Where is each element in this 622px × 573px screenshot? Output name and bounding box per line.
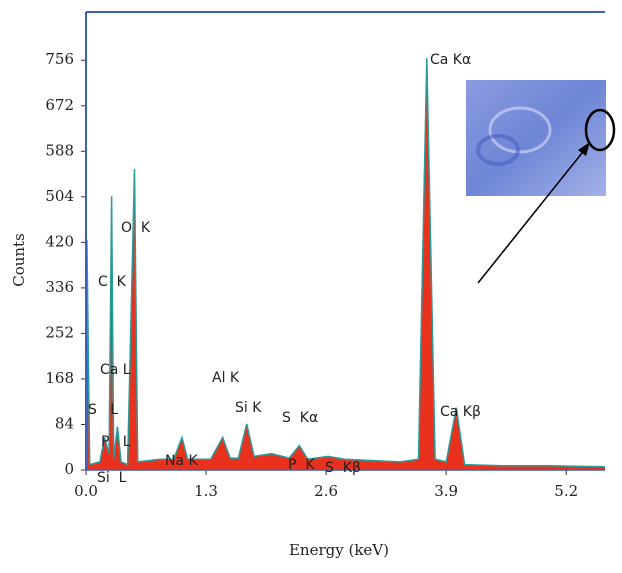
y-tick-label: 504 bbox=[45, 187, 74, 205]
peak-label: S Kβ bbox=[325, 460, 361, 476]
peak-label: Si L bbox=[97, 470, 127, 486]
y-axis-title: Counts bbox=[10, 233, 28, 287]
peak-label: P K bbox=[288, 457, 315, 473]
y-tick-label: 756 bbox=[45, 50, 74, 68]
x-tick-label: 0.0 bbox=[74, 482, 98, 500]
y-tick-label: 672 bbox=[45, 96, 74, 114]
peak-label: Ca Kα bbox=[430, 52, 471, 68]
peak-label: Na K bbox=[165, 453, 199, 469]
x-tick-label: 5.2 bbox=[554, 482, 578, 500]
x-tick-label: 2.6 bbox=[314, 482, 338, 500]
peak-label: S L bbox=[88, 402, 118, 418]
y-tick-label: 168 bbox=[45, 369, 74, 387]
y-tick-label: 336 bbox=[45, 278, 74, 296]
x-tick-label: 3.9 bbox=[434, 482, 458, 500]
y-tick-label: 588 bbox=[45, 141, 74, 159]
peak-label: O K bbox=[121, 220, 151, 236]
peak-label: P L bbox=[101, 434, 131, 450]
peak-label: C K bbox=[98, 274, 127, 290]
inset-image bbox=[466, 80, 616, 284]
peak-label: S Kα bbox=[282, 410, 318, 426]
peak-label: Ca L bbox=[100, 362, 131, 378]
peak-label: Si K bbox=[235, 400, 262, 416]
peak-label: Ca Kβ bbox=[440, 404, 481, 420]
y-tick-label: 252 bbox=[45, 323, 74, 341]
y-tick-label: 84 bbox=[55, 414, 74, 432]
x-tick-label: 1.3 bbox=[194, 482, 218, 500]
x-axis-title: Energy (keV) bbox=[289, 541, 389, 559]
spectrum-line bbox=[85, 58, 606, 471]
y-tick-label: 420 bbox=[45, 232, 74, 250]
peak-label: Al K bbox=[212, 370, 240, 386]
y-tick-label: 0 bbox=[64, 460, 74, 478]
